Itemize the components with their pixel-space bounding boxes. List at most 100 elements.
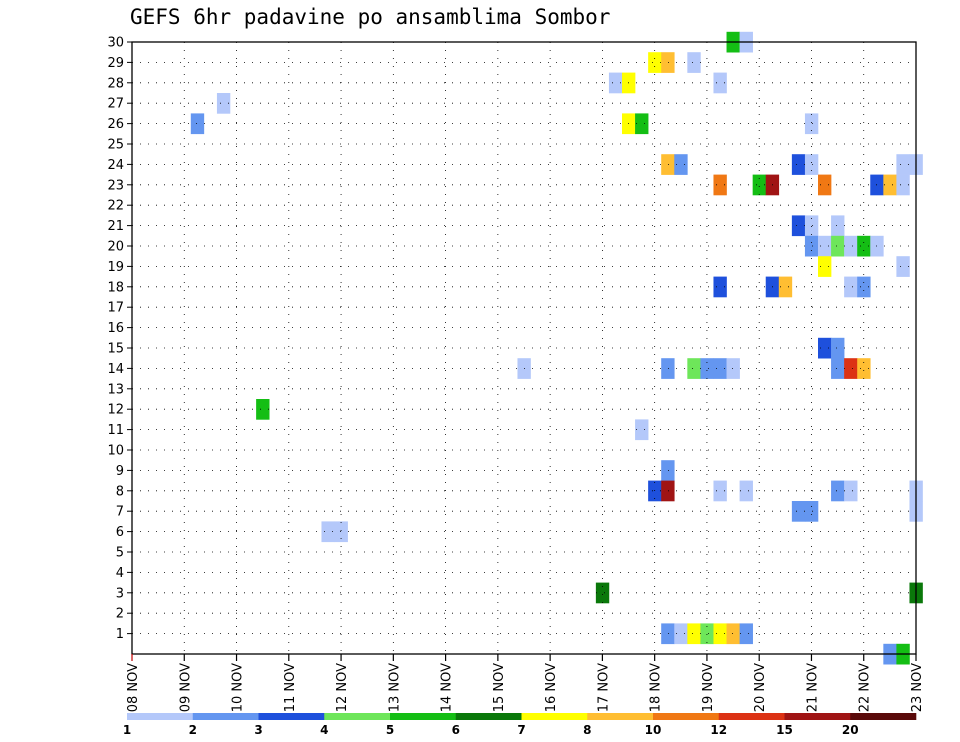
heatmap-cell <box>661 480 675 502</box>
heatmap-cell <box>818 337 832 359</box>
heatmap-cell <box>687 358 701 379</box>
y-tick-label: 12 <box>107 403 124 418</box>
y-tick-label: 3 <box>116 586 124 601</box>
heatmap-cell <box>804 113 819 135</box>
y-tick-label: 14 <box>107 362 124 377</box>
heatmap-cell <box>804 154 819 175</box>
heatmap-cell <box>713 623 727 645</box>
colorbar-swatch <box>784 713 851 720</box>
heatmap-cell <box>831 235 845 257</box>
y-tick-label: 6 <box>116 525 124 540</box>
y-tick-label: 16 <box>107 321 124 336</box>
x-tick-label: 12 NOV <box>335 663 350 712</box>
heatmap-cell <box>635 419 649 441</box>
heatmap-cell <box>791 154 806 175</box>
y-tick-label: 19 <box>107 260 124 275</box>
y-tick-label: 27 <box>107 97 124 112</box>
colorbar-swatch <box>653 713 720 720</box>
colorbar-swatch <box>850 713 917 720</box>
x-tick-label: 17 NOV <box>596 663 611 712</box>
heatmap-cell <box>595 582 610 604</box>
heatmap-cell <box>896 154 910 175</box>
colorbar-swatch <box>324 713 391 720</box>
x-tick-label: 20 NOV <box>753 663 768 712</box>
x-tick-label: 13 NOV <box>387 663 402 712</box>
heatmap-cell <box>190 113 205 135</box>
heatmap-cell <box>321 521 335 543</box>
colorbar-swatch <box>258 713 325 720</box>
heatmap-cell <box>804 215 819 237</box>
heatmap-cell <box>752 174 767 196</box>
heatmap-cell <box>857 235 871 257</box>
heatmap-cell <box>844 235 858 257</box>
heatmap-cell <box>687 52 701 73</box>
heatmap-cell <box>896 174 910 196</box>
x-axis: 08 NOV 09 NOV 10 NOV 11 NOV 12 NOV 13 NOV 14 N… <box>126 654 925 712</box>
y-tick-label: 4 <box>116 566 124 581</box>
heatmap-cell <box>726 623 740 645</box>
heatmap-cell <box>804 235 819 257</box>
y-tick-label: 18 <box>107 280 124 295</box>
heatmap-cell <box>674 154 688 175</box>
colorbar-label: 6 <box>452 723 460 737</box>
heatmap-cell <box>334 521 348 543</box>
y-tick-label: 20 <box>107 240 124 255</box>
colorbar-label: 20 <box>842 723 859 737</box>
y-tick-label: 10 <box>107 444 124 459</box>
heatmap-cell <box>739 480 753 502</box>
heatmap-cell <box>713 72 727 94</box>
heatmap-cell <box>896 256 910 277</box>
heatmap-cell <box>608 72 623 94</box>
x-tick-label: 19 NOV <box>701 663 716 712</box>
colorbar-swatch <box>390 713 457 720</box>
heatmap-cell <box>661 154 675 175</box>
y-tick-label: 9 <box>116 464 124 479</box>
y-tick-label: 8 <box>116 484 124 499</box>
heatmap-cell <box>844 358 858 379</box>
y-tick-label: 26 <box>107 117 124 132</box>
heatmap-cell <box>713 276 727 298</box>
y-tick-label: 23 <box>107 178 124 193</box>
colorbar-label: 5 <box>386 723 394 737</box>
colorbar-label: 7 <box>517 723 525 737</box>
grid-lines <box>131 41 917 654</box>
heatmap-cell <box>661 460 675 481</box>
colorbar-swatch <box>521 713 588 720</box>
heatmap-cell <box>831 480 845 502</box>
heatmap-cell <box>687 623 701 645</box>
colorbar-label: 8 <box>583 723 591 737</box>
heatmap-cell <box>831 215 845 237</box>
heatmap-cell <box>791 215 806 237</box>
heatmap-cells <box>190 31 923 665</box>
colorbar-swatch <box>587 713 654 720</box>
heatmap-cell <box>256 399 270 420</box>
heatmap-cell <box>661 358 675 379</box>
y-tick-label: 22 <box>107 199 124 214</box>
heatmap-cell <box>674 623 688 645</box>
y-tick-label: 11 <box>107 423 124 438</box>
colorbar-swatch <box>127 713 194 720</box>
y-tick-label: 17 <box>107 301 124 316</box>
heatmap-cell <box>818 235 832 257</box>
heatmap-cell <box>713 480 727 502</box>
heatmap-cell <box>739 623 753 645</box>
heatmap-cell <box>883 174 897 196</box>
y-tick-label: 29 <box>107 56 124 71</box>
colorbar-label: 4 <box>320 723 328 737</box>
y-tick-label: 7 <box>116 505 124 520</box>
heatmap-cell <box>700 623 714 645</box>
x-tick-label: 08 NOV <box>126 663 141 712</box>
y-axis: 1234567891011121314151617181920212223242… <box>107 36 132 642</box>
heatmap-cell <box>804 501 819 522</box>
x-tick-label: 23 NOV <box>910 663 925 712</box>
heatmap-cell <box>844 480 858 502</box>
heatmap-cell <box>844 276 858 298</box>
heatmap-cell <box>713 174 727 196</box>
y-tick-label: 5 <box>116 546 124 561</box>
y-tick-label: 28 <box>107 76 124 91</box>
y-tick-label: 1 <box>116 627 124 642</box>
heatmap-cell <box>857 358 871 379</box>
x-tick-label: 11 NOV <box>283 663 298 712</box>
x-tick-label: 21 NOV <box>805 663 820 712</box>
colorbar-label: 10 <box>645 723 662 737</box>
